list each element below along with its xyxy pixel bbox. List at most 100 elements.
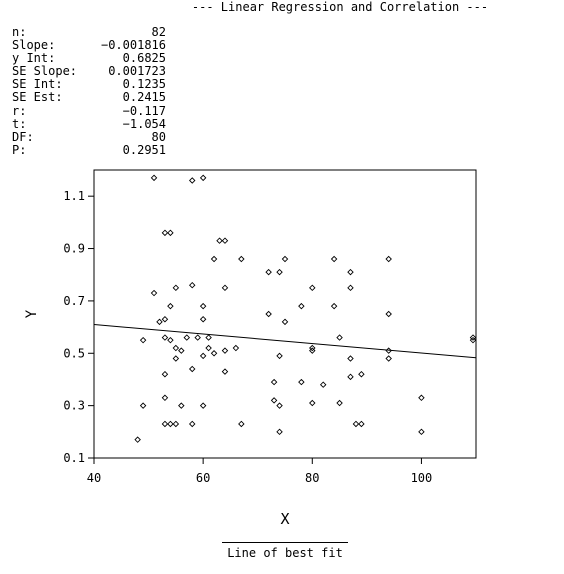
data-point [232,344,240,352]
y-tick-label: 0.1 [63,451,85,465]
regression-line [93,324,477,359]
data-point [330,302,338,310]
data-point [199,174,207,182]
data-point [265,310,272,318]
x-tick-label: 60 [196,471,210,485]
data-point [172,344,180,352]
data-point [156,318,163,326]
data-point [238,420,245,428]
stat-row: SE Est: 0.2415 [12,91,166,104]
y-tick-label: 0.5 [63,346,85,360]
data-point [276,268,283,276]
stat-label: t: [12,116,27,131]
stat-label: P: [12,142,27,157]
data-point [150,289,158,297]
x-tick-label: 40 [87,471,101,485]
data-point [276,402,283,409]
data-point [199,352,207,360]
data-point [134,436,141,443]
y-axis-label: Y [24,309,40,318]
data-point [161,334,169,341]
data-point [205,334,212,341]
data-point [336,334,343,341]
data-point [210,350,218,357]
data-point [161,315,169,323]
data-point [188,281,196,289]
data-point [270,397,278,404]
data-point [238,255,245,263]
caption-rule [222,542,348,543]
regression-stats: n: 82 Slope: −0.001816 y Int: 0.6825 SE Slope:… [12,25,166,157]
data-point [221,237,229,244]
data-point [161,394,169,402]
stat-row: DF: 80 [12,129,166,144]
stat-value: −0.117 [122,103,166,118]
data-point [150,174,158,182]
stat-label: r: [12,103,27,118]
stat-row: t: −1.054 [12,116,166,131]
stat-value: 82 [151,25,166,39]
data-point [347,284,354,292]
data-point [199,302,207,310]
data-point [469,336,477,344]
stat-row: r: −0.117 [12,103,166,118]
data-point [221,347,229,354]
data-point [276,352,283,360]
data-point [276,428,283,436]
data-point [418,428,425,436]
data-point [172,355,180,362]
data-point [139,402,147,409]
stat-row: n: 82 [12,25,166,39]
data-point [330,255,338,263]
data-point [194,334,201,341]
stat-label: SE Est: [12,90,63,105]
stat-row: SE Slope: 0.001723 [12,65,166,78]
data-point [309,284,316,292]
data-point [347,268,354,276]
data-point [358,420,365,428]
data-point [281,255,289,263]
data-point [298,302,305,310]
stat-label: n: [12,25,27,39]
data-point [167,229,174,237]
data-point [188,420,196,428]
y-axis: 0.1 0.3 0.5 0.7 0.9 1.1 [63,189,94,465]
plot-frame [93,169,477,459]
data-point [216,237,223,244]
stat-label: SE Int: [12,77,63,92]
data-point [167,420,174,428]
stat-value: 0.2951 [122,142,166,157]
stat-label: y Int: [12,51,56,66]
data-point [167,302,174,310]
x-tick-label: 100 [411,471,433,485]
stat-row: Slope: −0.001816 [12,38,166,52]
data-point [385,255,392,263]
stat-value: 0.6825 [122,51,166,66]
y-tick-label: 1.1 [63,189,85,203]
data-point [199,315,207,323]
chart-title: --- Linear Regression and Correlation --… [191,0,489,14]
data-point [172,284,180,292]
chart-caption: Line of best fit [227,546,343,560]
y-tick-label: 0.9 [63,242,85,256]
x-tick-label: 80 [305,471,319,485]
data-point [183,334,191,341]
stat-label: SE Slope: [12,64,78,79]
data-point [336,399,343,407]
data-point [139,336,147,344]
y-tick-label: 0.7 [63,294,85,308]
stat-row: SE Int: 0.1235 [12,78,166,91]
stat-value: 0.001723 [108,64,166,79]
x-axis-label: X [280,510,289,528]
data-point [270,378,278,386]
x-axis: 40 60 80 100 [87,458,432,485]
data-point [347,373,354,381]
data-point [161,370,169,378]
data-point [309,344,316,352]
data-point [199,402,207,409]
data-point [221,284,229,292]
data-point [319,381,327,388]
data-point [347,355,354,362]
stat-label: DF: [12,129,34,144]
